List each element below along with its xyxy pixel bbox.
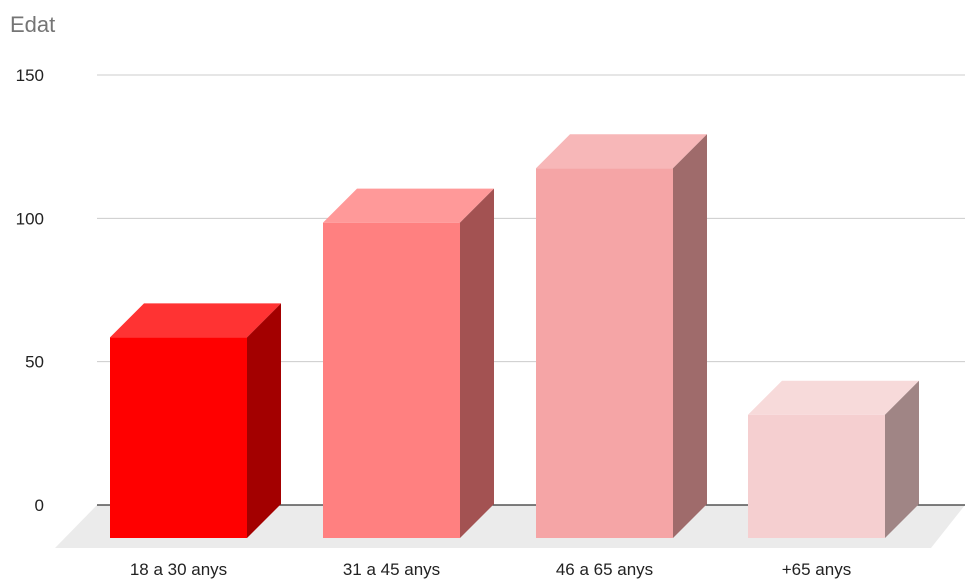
bar-top bbox=[748, 380, 919, 415]
x-tick-label: 18 a 30 anys bbox=[130, 560, 227, 579]
bar-side bbox=[247, 303, 281, 538]
bar bbox=[323, 188, 494, 538]
x-tick-label: +65 anys bbox=[782, 560, 851, 579]
bar-front bbox=[110, 337, 247, 538]
y-tick-label: 150 bbox=[16, 66, 44, 85]
y-tick-label: 100 bbox=[16, 209, 44, 228]
x-tick-label: 46 a 65 anys bbox=[556, 560, 653, 579]
bar-top bbox=[323, 188, 494, 223]
x-tick-label: 31 a 45 anys bbox=[343, 560, 440, 579]
bar-top bbox=[536, 134, 707, 169]
bar-side bbox=[885, 380, 919, 538]
chart-title: Edat bbox=[10, 12, 56, 37]
chart-floor bbox=[55, 505, 965, 548]
bar-front bbox=[748, 414, 885, 538]
bar-side bbox=[460, 188, 494, 538]
bar bbox=[536, 134, 707, 538]
y-tick-label: 50 bbox=[25, 353, 44, 372]
bar-side bbox=[673, 134, 707, 538]
bar-top bbox=[110, 303, 281, 338]
bar bbox=[748, 380, 919, 538]
bar-front bbox=[536, 168, 673, 538]
bar-front bbox=[323, 222, 460, 538]
bar bbox=[110, 303, 281, 538]
y-tick-label: 0 bbox=[35, 496, 44, 515]
